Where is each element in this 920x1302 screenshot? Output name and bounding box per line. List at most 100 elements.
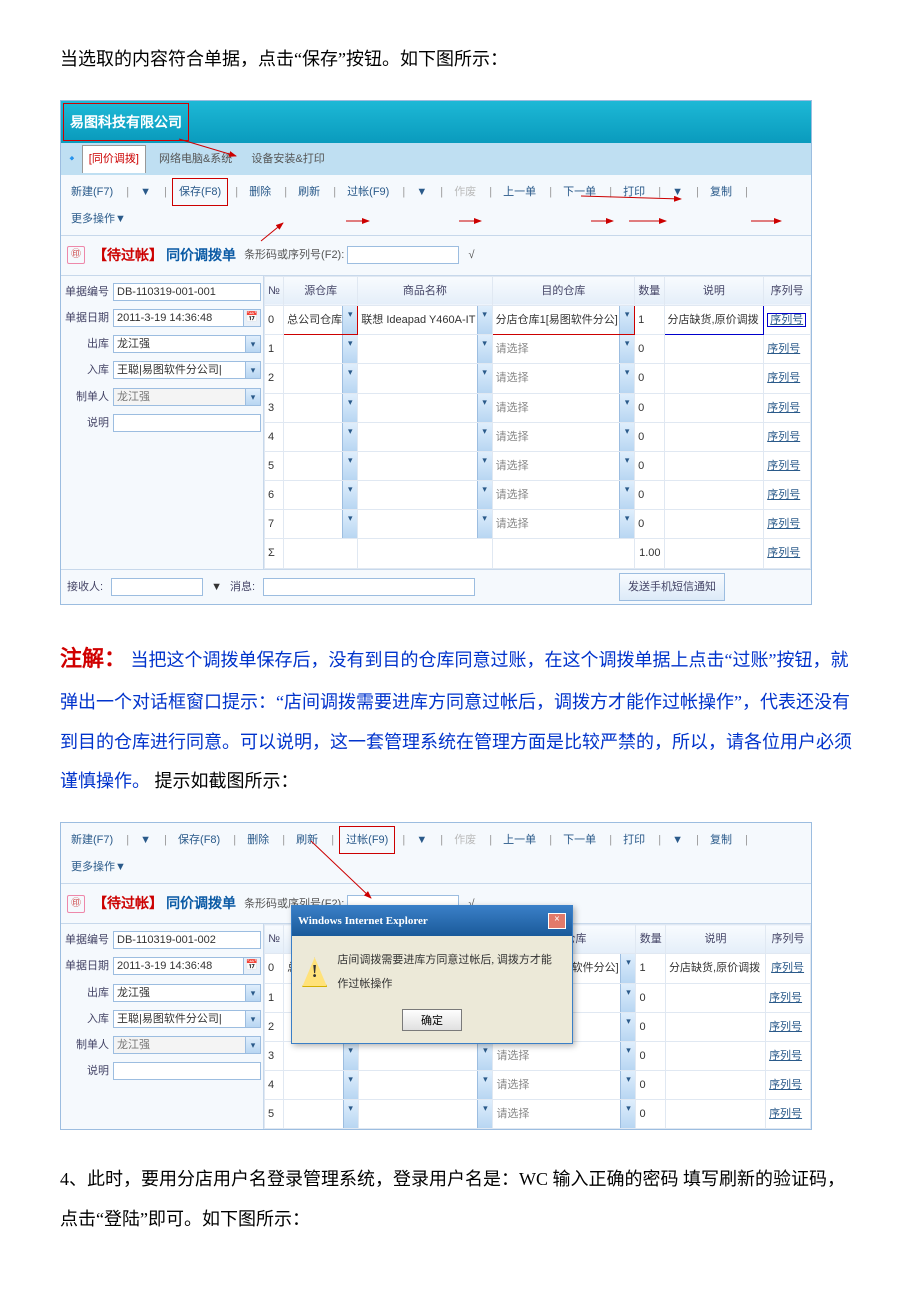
cell-srcwh[interactable]: ▾ bbox=[284, 393, 358, 422]
cell-serial[interactable]: 序列号 bbox=[764, 335, 811, 364]
chevron-down-icon[interactable]: ▾ bbox=[620, 1013, 635, 1041]
input-inwh[interactable]: 王聪|易图软件分公司|▾ bbox=[113, 361, 261, 379]
cell-remark[interactable] bbox=[664, 481, 764, 510]
chevron-down-icon[interactable]: ▾ bbox=[477, 1071, 492, 1099]
cell-dstwh[interactable]: 请选择▾ bbox=[492, 451, 635, 480]
discard-button[interactable]: 作废 bbox=[448, 827, 482, 853]
cell-serial[interactable]: 序列号 bbox=[766, 1100, 811, 1129]
chevron-down-icon[interactable]: ▾ bbox=[245, 985, 260, 1001]
post-button[interactable]: 过帐(F9) bbox=[339, 826, 395, 854]
discard-button[interactable]: 作废 bbox=[448, 179, 482, 205]
cell-serial[interactable]: 序列号 bbox=[764, 451, 811, 480]
input-docno[interactable]: DB-110319-001-001 bbox=[113, 283, 261, 301]
tab-2[interactable]: 网络电脑&系统 bbox=[153, 146, 238, 172]
post-caret[interactable]: ▼ bbox=[410, 179, 433, 205]
input-docdate[interactable]: 2011-3-19 14:36:48📅 bbox=[113, 309, 261, 327]
input-remark[interactable] bbox=[113, 414, 261, 432]
cell-dstwh[interactable]: 请选择▾ bbox=[492, 422, 635, 451]
close-icon[interactable]: × bbox=[548, 913, 566, 929]
cell-product[interactable]: ▾ bbox=[358, 1100, 493, 1129]
cell-remark[interactable] bbox=[666, 983, 766, 1012]
cell-remark[interactable] bbox=[666, 1100, 766, 1129]
cell-serial[interactable]: 序列号 bbox=[764, 305, 811, 334]
cell-serial[interactable]: 序列号 bbox=[764, 393, 811, 422]
cell-srcwh[interactable]: ▾ bbox=[284, 1071, 358, 1100]
cell-qty[interactable]: 0 bbox=[635, 393, 664, 422]
chevron-down-icon[interactable]: ▾ bbox=[620, 1042, 635, 1070]
chevron-down-icon[interactable]: ▾ bbox=[477, 306, 492, 334]
more-button[interactable]: 更多操作▼ bbox=[65, 854, 132, 880]
chevron-down-icon[interactable]: ▾ bbox=[477, 1042, 492, 1070]
chevron-down-icon[interactable]: ▾ bbox=[342, 306, 357, 334]
cell-dstwh[interactable]: 请选择▾ bbox=[492, 335, 635, 364]
print-caret[interactable]: ▼ bbox=[666, 827, 689, 853]
cell-product[interactable]: ▾ bbox=[358, 510, 492, 539]
chevron-down-icon[interactable]: ▾ bbox=[343, 1042, 358, 1070]
cell-qty[interactable]: 0 bbox=[635, 422, 664, 451]
cell-remark[interactable] bbox=[664, 393, 764, 422]
cell-product[interactable]: ▾ bbox=[358, 1071, 493, 1100]
cell-dstwh[interactable]: 请选择▾ bbox=[493, 1071, 636, 1100]
chevron-down-icon[interactable]: ▾ bbox=[342, 335, 357, 363]
cell-srcwh[interactable]: 总公司仓库▾ bbox=[284, 305, 358, 334]
refresh-button[interactable]: 刷新 bbox=[292, 179, 326, 205]
calendar-icon[interactable]: 📅 bbox=[243, 958, 260, 974]
chevron-down-icon[interactable]: ▾ bbox=[342, 364, 357, 392]
post-caret[interactable]: ▼ bbox=[410, 827, 433, 853]
new-caret[interactable]: ▼ bbox=[134, 827, 157, 853]
chevron-down-icon[interactable]: ▾ bbox=[477, 1100, 492, 1128]
chevron-down-icon[interactable]: ▾ bbox=[477, 394, 492, 422]
cell-qty[interactable]: 0 bbox=[636, 1100, 666, 1129]
cell-dstwh[interactable]: 请选择▾ bbox=[492, 510, 635, 539]
chevron-down-icon[interactable]: ▾ bbox=[342, 394, 357, 422]
chevron-down-icon[interactable]: ▾ bbox=[343, 1071, 358, 1099]
cell-serial[interactable]: 序列号 bbox=[764, 422, 811, 451]
prev-button[interactable]: 上一单 bbox=[497, 827, 542, 853]
cell-product[interactable]: ▾ bbox=[358, 1041, 493, 1070]
input-outwh[interactable]: 龙江强▾ bbox=[113, 335, 261, 353]
cell-srcwh[interactable]: ▾ bbox=[284, 451, 358, 480]
prev-button[interactable]: 上一单 bbox=[497, 179, 542, 205]
cell-srcwh[interactable]: ▾ bbox=[284, 1100, 358, 1129]
chevron-down-icon[interactable]: ▾ bbox=[342, 481, 357, 509]
cell-remark[interactable]: 分店缺货,原价调拨 bbox=[664, 305, 764, 334]
cell-srcwh[interactable]: ▾ bbox=[284, 481, 358, 510]
tab-3[interactable]: 设备安装&打印 bbox=[245, 146, 330, 172]
save-button[interactable]: 保存(F8) bbox=[172, 178, 228, 206]
chevron-down-icon[interactable]: ▾ bbox=[245, 336, 260, 352]
barcode-input[interactable] bbox=[347, 246, 459, 264]
cell-qty[interactable]: 0 bbox=[635, 335, 664, 364]
cell-product[interactable]: ▾ bbox=[358, 451, 492, 480]
cell-remark[interactable] bbox=[664, 510, 764, 539]
cell-product[interactable]: ▾ bbox=[358, 422, 492, 451]
cell-dstwh[interactable]: 请选择▾ bbox=[492, 393, 635, 422]
chevron-down-icon[interactable]: ▾ bbox=[477, 335, 492, 363]
cell-serial[interactable]: 序列号 bbox=[766, 983, 811, 1012]
input-docdate[interactable]: 2011-3-19 14:36:48📅 bbox=[113, 957, 261, 975]
chevron-down-icon[interactable]: ▾ bbox=[343, 1100, 358, 1128]
chevron-down-icon[interactable]: ▾ bbox=[620, 984, 635, 1012]
cell-srcwh[interactable]: ▾ bbox=[284, 335, 358, 364]
chevron-down-icon[interactable]: ▾ bbox=[245, 1011, 260, 1027]
cell-serial[interactable]: 序列号 bbox=[766, 1041, 811, 1070]
cell-serial[interactable]: 序列号 bbox=[764, 539, 811, 568]
cell-serial[interactable]: 序列号 bbox=[766, 1012, 811, 1041]
msg-caret[interactable]: ▼ bbox=[211, 575, 222, 599]
chevron-down-icon[interactable]: ▾ bbox=[619, 452, 634, 480]
cell-remark[interactable] bbox=[664, 364, 764, 393]
cell-remark[interactable] bbox=[664, 335, 764, 364]
chevron-down-icon[interactable]: ▾ bbox=[477, 423, 492, 451]
cell-serial[interactable]: 序列号 bbox=[764, 364, 811, 393]
new-button[interactable]: 新建(F7) bbox=[65, 827, 119, 853]
chevron-down-icon[interactable]: ▾ bbox=[620, 1100, 635, 1128]
cell-qty[interactable]: 1 bbox=[635, 305, 664, 334]
ok-button[interactable]: 确定 bbox=[402, 1009, 462, 1031]
cell-serial[interactable]: 序列号 bbox=[764, 481, 811, 510]
cell-dstwh[interactable]: 请选择▾ bbox=[493, 1041, 636, 1070]
new-button[interactable]: 新建(F7) bbox=[65, 179, 119, 205]
chevron-down-icon[interactable]: ▾ bbox=[620, 954, 635, 982]
cell-product[interactable]: ▾ bbox=[358, 335, 492, 364]
chevron-down-icon[interactable]: ▾ bbox=[620, 1071, 635, 1099]
sms-button[interactable]: 发送手机短信通知 bbox=[619, 573, 725, 601]
cell-product[interactable]: ▾ bbox=[358, 393, 492, 422]
